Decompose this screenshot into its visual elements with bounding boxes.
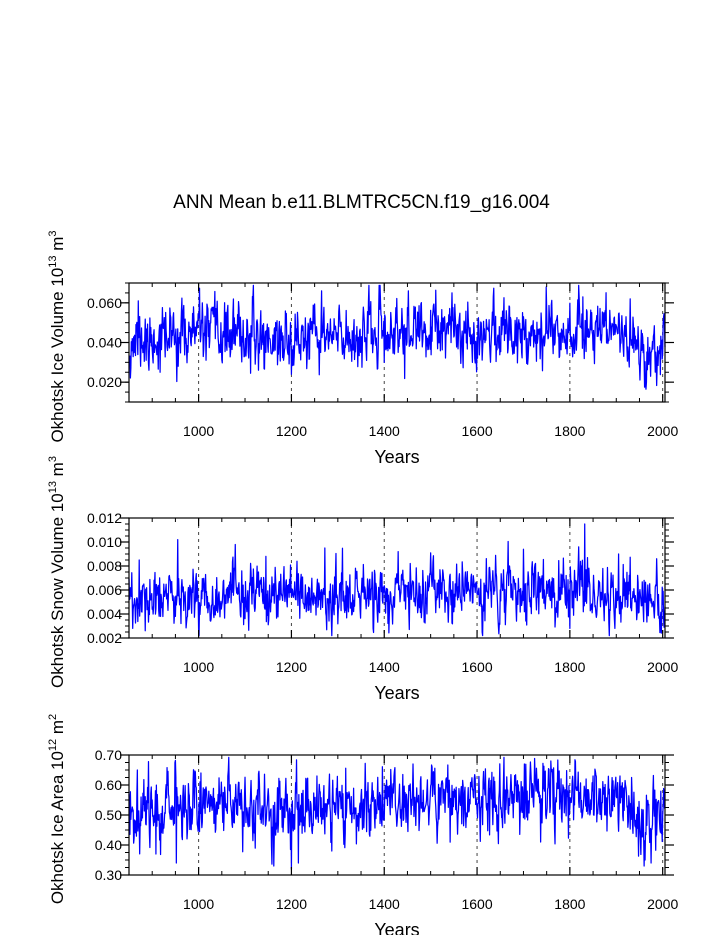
x-tick-label: 2000 <box>647 896 678 912</box>
x-tick-label: 1200 <box>276 423 307 439</box>
x-tick-label: 1000 <box>183 423 214 439</box>
data-series-line <box>128 756 666 870</box>
y-tick-label: 0.70 <box>95 747 122 763</box>
x-axis-label: Years <box>374 447 419 467</box>
y-tick-label: 0.50 <box>95 807 122 823</box>
x-tick-label: 2000 <box>647 423 678 439</box>
y-tick-label: 0.060 <box>87 295 122 311</box>
x-tick-label: 2000 <box>647 659 678 675</box>
chart-panel-2: 1000 1200 1400 1600 1800 2000 0.002 0.004 0.006 0… <box>47 456 678 703</box>
x-tick-label: 1800 <box>554 423 585 439</box>
x-tick-label: 1600 <box>461 659 492 675</box>
data-series-line <box>128 284 666 390</box>
y-axis-label: Okhotsk Snow Volume 1013 m3 <box>47 456 67 688</box>
x-tick-label: 1600 <box>461 423 492 439</box>
x-tick-label: 1000 <box>183 659 214 675</box>
data-series-line <box>128 523 666 637</box>
chart-panel-1: 1000 1200 1400 1600 1800 2000 0.020 0.040 0.060 Y… <box>47 230 678 467</box>
x-tick-label: 1400 <box>369 896 400 912</box>
y-tick-label: 0.020 <box>87 374 122 390</box>
x-tick-label: 1600 <box>461 896 492 912</box>
y-tick-label: 0.040 <box>87 335 122 351</box>
x-tick-label: 1200 <box>276 896 307 912</box>
y-tick-label: 0.004 <box>87 606 122 622</box>
x-tick-label: 1800 <box>554 896 585 912</box>
y-axis-label: Okhotsk Ice Area 1012 m2 <box>47 714 67 904</box>
x-tick-label: 1400 <box>369 659 400 675</box>
x-axis-label: Years <box>374 683 419 703</box>
y-tick-label: 0.60 <box>95 777 122 793</box>
x-axis-label: Years <box>374 920 419 935</box>
y-tick-label: 0.008 <box>87 558 122 574</box>
x-tick-label: 1800 <box>554 659 585 675</box>
x-tick-label: 1400 <box>369 423 400 439</box>
figure-title: ANN Mean b.e11.BLMTRC5CN.f19_g16.004 <box>173 192 550 213</box>
y-tick-label: 0.40 <box>95 837 122 853</box>
y-tick-label: 0.30 <box>95 867 122 883</box>
y-tick-label: 0.012 <box>87 510 122 526</box>
x-tick-label: 1200 <box>276 659 307 675</box>
chart-panel-3: 1000 1200 1400 1600 1800 2000 0.30 0.40 0.50 0.60… <box>47 714 678 935</box>
x-tick-label: 1000 <box>183 896 214 912</box>
y-axis-label: Okhotsk Ice Volume 1013 m3 <box>47 230 67 442</box>
y-tick-label: 0.006 <box>87 582 122 598</box>
y-tick-label: 0.002 <box>87 630 122 646</box>
y-tick-label: 0.010 <box>87 534 122 550</box>
